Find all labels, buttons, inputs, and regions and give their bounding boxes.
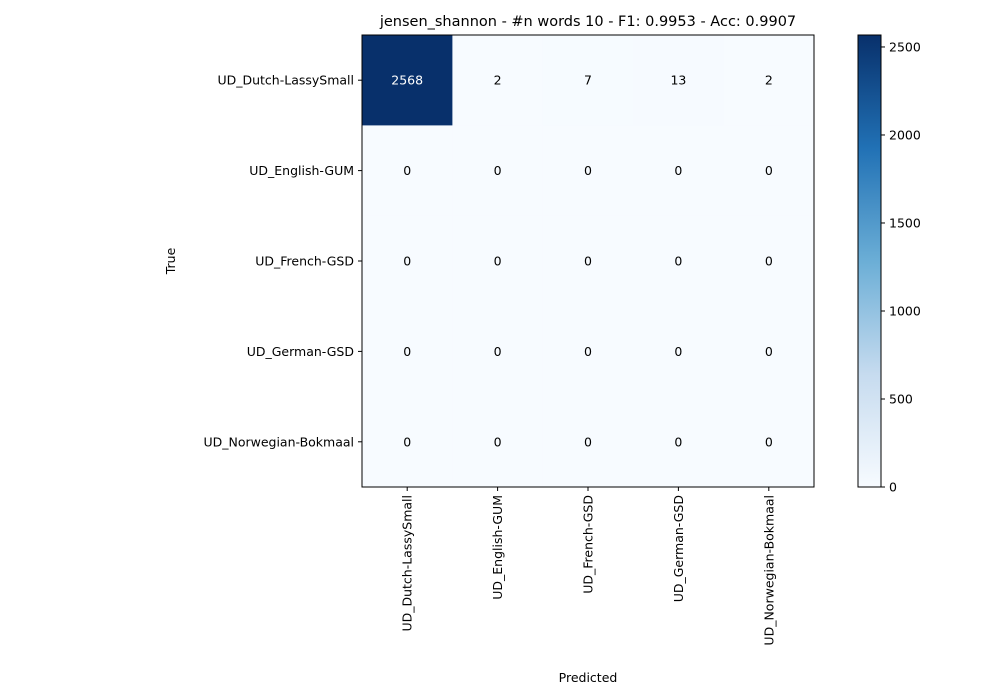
colorbar-tick-label: 1500 [889, 215, 921, 230]
x-tick-label: UD_Norwegian-Bokmaal [761, 495, 776, 646]
heatmap-cell [633, 35, 725, 126]
heatmap-cell [633, 215, 725, 307]
cell-value-label: 0 [674, 344, 682, 359]
cell-value-label: 0 [403, 344, 411, 359]
x-axis-ticks: UD_Dutch-LassySmall UD_English-GUM UD_Fren… [400, 487, 776, 646]
y-axis-ticks: UD_Dutch-LassySmall UD_English-GUM UD_Fren… [203, 73, 362, 449]
heatmap-cell [723, 215, 815, 307]
heatmap-cells: 2568 2 7 13 2 0 0 0 0 0 0 0 0 0 0 0 0 0 0 0 0 0 0 0 0 [362, 35, 815, 488]
heatmap-cell [542, 35, 634, 126]
heatmap-cell [362, 215, 453, 307]
y-tick-label: UD_French-GSD [255, 254, 354, 269]
y-tick-label: UD_Dutch-LassySmall [217, 73, 354, 88]
cell-value-label: 0 [674, 434, 682, 449]
cell-value-label: 0 [765, 434, 773, 449]
heatmap-cell [542, 306, 634, 398]
colorbar-tick-label: 2000 [889, 127, 921, 142]
cell-value-label: 7 [584, 73, 592, 88]
x-tick-label: UD_French-GSD [581, 495, 596, 594]
cell-value-label: 0 [584, 344, 592, 359]
x-tick-label: UD_English-GUM [490, 495, 505, 600]
cell-value-label: 0 [765, 344, 773, 359]
heatmap-cell [723, 125, 815, 217]
colorbar-tick-label: 500 [889, 391, 913, 406]
cell-value-label: 0 [584, 254, 592, 269]
y-tick-label: UD_Norwegian-Bokmaal [203, 434, 354, 449]
colorbar-tick-label: 1000 [889, 303, 921, 318]
heatmap-cell [452, 125, 544, 217]
heatmap-cell [452, 35, 544, 126]
x-tick-label: UD_German-GSD [671, 495, 686, 602]
heatmap-cell [452, 215, 544, 307]
heatmap-cell [723, 396, 815, 488]
heatmap-cell [633, 306, 725, 398]
cell-value-label: 0 [584, 163, 592, 178]
heatmap-cell [542, 125, 634, 217]
heatmap-cell [723, 306, 815, 398]
x-tick-label: UD_Dutch-LassySmall [400, 495, 415, 632]
cell-value-label: 0 [674, 254, 682, 269]
cell-value-label: 0 [494, 434, 502, 449]
heatmap-cell [542, 215, 634, 307]
cell-value-label: 0 [403, 163, 411, 178]
heatmap-cell [362, 306, 453, 398]
cell-value-label: 0 [494, 254, 502, 269]
heatmap-cell [633, 125, 725, 217]
colorbar-tick-label: 0 [889, 480, 897, 495]
heatmap-cell [362, 125, 453, 217]
y-tick-label: UD_German-GSD [247, 344, 354, 359]
cell-value-label: 0 [765, 254, 773, 269]
cell-value-label: 0 [403, 254, 411, 269]
cell-value-label: 0 [403, 434, 411, 449]
cell-value-label: 2 [494, 73, 502, 88]
chart-title: jensen_shannon - #n words 10 - F1: 0.995… [379, 14, 796, 30]
colorbar [857, 34, 882, 488]
heatmap-cell [542, 396, 634, 488]
y-axis-label: True [163, 247, 178, 275]
cell-value-label: 2 [765, 73, 773, 88]
heatmap-cell [723, 35, 815, 126]
heatmap-cell [362, 396, 453, 488]
heatmap-cell [362, 35, 453, 126]
heatmap-cell [452, 306, 544, 398]
cell-value-label: 0 [584, 434, 592, 449]
y-tick-label: UD_English-GUM [249, 163, 354, 178]
colorbar-ticks: 0 500 1000 1500 2000 2500 [881, 39, 921, 495]
cell-value-label: 0 [494, 163, 502, 178]
cell-value-label: 0 [765, 163, 773, 178]
colorbar-tick-label: 2500 [889, 39, 921, 54]
cell-value-label: 2568 [391, 73, 423, 88]
heatmap-cell [452, 396, 544, 488]
cell-value-label: 13 [670, 73, 686, 88]
cell-value-label: 0 [494, 344, 502, 359]
x-axis-label: Predicted [559, 670, 618, 685]
heatmap-cell [633, 396, 725, 488]
cell-value-label: 0 [674, 163, 682, 178]
